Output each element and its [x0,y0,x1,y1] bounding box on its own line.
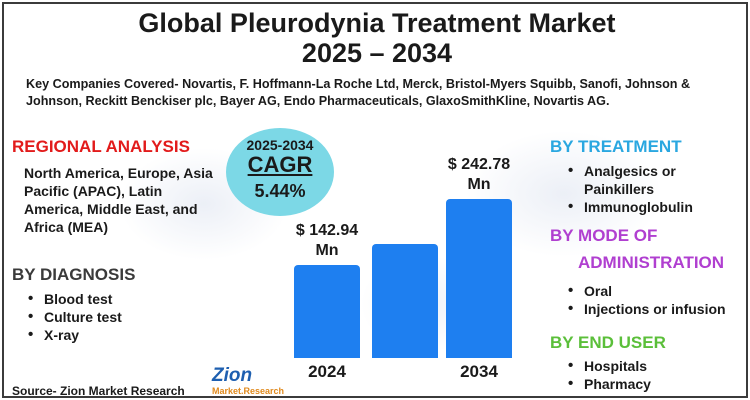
value-label-unit: Mn [467,176,491,193]
cagr-bubble: 2025-2034 CAGR 5.44% [226,128,334,216]
key-companies: Key Companies Covered- Novartis, F. Hoff… [26,77,691,108]
mode-heading-line-2: ADMINISTRATION [578,253,725,272]
treatment-heading: BY TREATMENT [550,137,682,156]
year-label-2034: 2034 [460,362,498,381]
bar-intermediate [372,244,438,358]
cagr-label: CAGR [247,152,313,177]
list-item: Immunoglobulin [566,198,736,216]
end-user-list: Hospitals Pharmacy [566,357,736,393]
mode-list: Oral Injections or infusion [566,282,746,318]
treatment-list: Analgesics or Painkillers Immunoglobulin [566,162,736,216]
diagnosis-list: Blood test Culture test X-ray [26,290,122,344]
bar-2024 [294,265,360,358]
logo-main-text: Zion [212,365,253,386]
list-item: Oral [566,282,746,300]
value-label-2034: $ 242.78 Mn [424,155,534,195]
list-item: Analgesics or Painkillers [566,162,736,198]
logo-sub-text: Market.Research [212,386,285,396]
list-item: Hospitals [566,357,736,375]
value-label-amount: $ 242.78 [447,156,511,173]
zion-logo: Zion Market.Research [212,365,292,397]
value-label-2024: $ 142.94 Mn [272,221,382,261]
list-item: Culture test [26,308,122,326]
bar-2034 [446,199,512,358]
mode-heading-line-1: BY MODE OF [550,226,658,245]
list-item: X-ray [26,326,122,344]
list-item: Pharmacy [566,375,736,393]
end-user-heading: BY END USER [550,333,666,352]
year-label-2024: 2024 [308,362,346,381]
diagnosis-heading: BY DIAGNOSIS [12,265,136,284]
list-item: Blood test [26,290,122,308]
cagr-value: 5.44% [254,181,306,201]
page-title: Global Pleurodynia Treatment Market 2025… [4,8,746,68]
regional-text: North America, Europe, Asia Pacific (APA… [24,165,213,235]
source-note: Source- Zion Market Research [12,384,185,398]
title-line-2: 2025 – 2034 [301,38,453,68]
cagr-years: 2025-2034 [246,137,314,153]
list-item: Injections or infusion [566,300,746,318]
title-line-1: Global Pleurodynia Treatment Market [138,8,616,38]
value-label-unit: Mn [315,242,339,259]
value-label-amount: $ 142.94 [295,222,359,239]
regional-heading: REGIONAL ANALYSIS [12,137,190,156]
